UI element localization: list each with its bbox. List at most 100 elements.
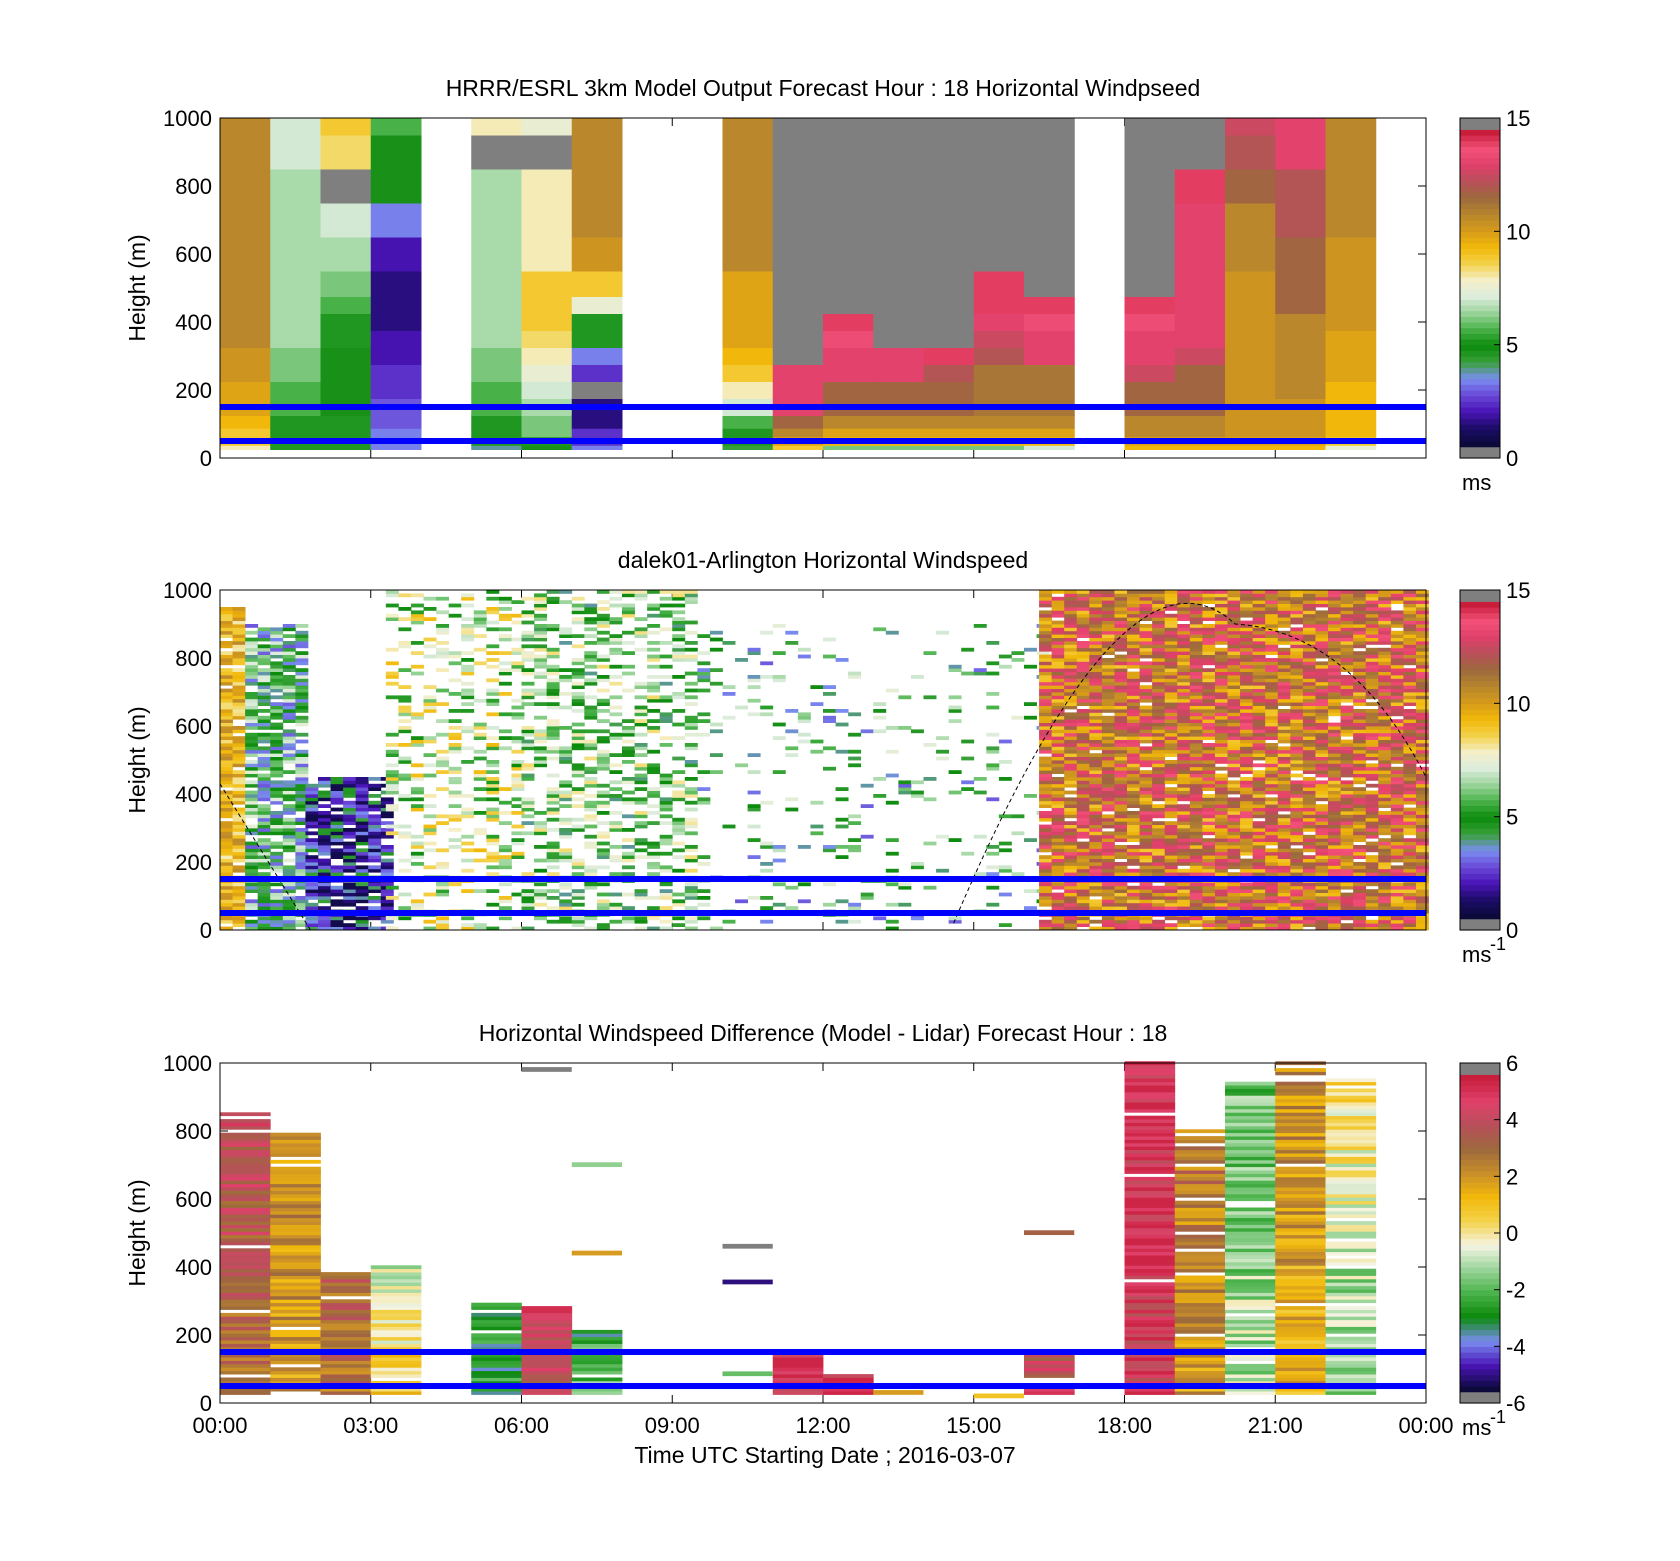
heatmap-cell: [1265, 834, 1279, 839]
heatmap-cell: [1174, 135, 1226, 170]
heatmap-cell: [1189, 834, 1203, 839]
heatmap-cell: [1252, 596, 1266, 601]
heatmap-cell: [609, 637, 623, 642]
heatmap-cell: [1089, 698, 1103, 703]
heatmap-cell: [486, 651, 500, 655]
heatmap-cell: [1139, 600, 1153, 604]
heatmap-cell: [423, 698, 437, 703]
heatmap-cell: [672, 783, 686, 788]
heatmap-cell: [1101, 868, 1115, 873]
heatmap-cell: [436, 610, 450, 615]
heatmap-cell: [245, 719, 259, 723]
heatmap-cell: [423, 685, 437, 689]
heatmap-cell: [546, 671, 560, 676]
heatmap-cell: [1290, 685, 1304, 689]
heatmap-cell: [1076, 919, 1090, 924]
heatmap-cell: [1152, 821, 1166, 825]
heatmap-cell: [1315, 647, 1329, 652]
heatmap-cell: [1011, 831, 1025, 836]
heatmap-cell: [1227, 848, 1241, 853]
heatmap-cell: [1225, 135, 1276, 170]
heatmap-cell: [257, 851, 271, 856]
heatmap-cell: [1039, 681, 1053, 686]
heatmap-cell: [317, 916, 331, 921]
heatmap-cell: [1152, 807, 1166, 812]
heatmap-cell: [305, 811, 319, 815]
heatmap-cell: [1076, 702, 1090, 706]
heatmap-cell: [245, 807, 259, 812]
heatmap-cell: [232, 726, 246, 730]
heatmap-cell: [232, 855, 246, 859]
heatmap-cell: [1202, 848, 1216, 853]
heatmap-cell: [498, 712, 512, 717]
heatmap-cell: [1024, 330, 1075, 348]
heatmap-cell: [1152, 627, 1166, 632]
heatmap-cell: [1277, 732, 1291, 737]
heatmap-cell: [436, 889, 450, 893]
heatmap-cell: [684, 671, 698, 676]
heatmap-cell: [486, 743, 500, 747]
heatmap-cell: [380, 872, 394, 876]
heatmap-cell: [220, 766, 233, 771]
heatmap-cell: [1051, 899, 1065, 904]
heatmap-cell: [1127, 787, 1140, 791]
heatmap-cell: [355, 916, 369, 921]
heatmap-cell: [1139, 824, 1153, 829]
heatmap-cell: [220, 872, 233, 876]
heatmap-cell: [1076, 624, 1090, 628]
heatmap-cell: [835, 749, 849, 754]
heatmap-cell: [511, 651, 525, 655]
heatmap-cell: [320, 118, 372, 136]
heatmap-cell: [634, 841, 648, 846]
heatmap-cell: [1139, 685, 1153, 689]
heatmap-cell: [1064, 824, 1078, 829]
heatmap-cell: [1051, 828, 1065, 832]
heatmap-cell: [1076, 773, 1090, 778]
heatmap-cell: [1252, 919, 1266, 924]
heatmap-cell: [910, 780, 924, 785]
heatmap-cell: [295, 698, 309, 703]
heatmap-cell: [647, 590, 661, 594]
heatmap-cell: [1101, 647, 1115, 652]
heatmap-cell: [1277, 620, 1291, 625]
heatmap-cell: [282, 923, 296, 927]
heatmap-cell: [1164, 736, 1178, 740]
heatmap-cell: [1340, 739, 1354, 744]
heatmap-cell: [1275, 203, 1326, 238]
heatmap-cell: [1302, 590, 1316, 594]
heatmap-cell: [282, 868, 296, 873]
heatmap-cell: [1227, 627, 1241, 632]
heatmap-cell: [1302, 654, 1316, 659]
heatmap-cell: [1340, 726, 1354, 730]
heatmap-cell: [1114, 902, 1128, 907]
heatmap-cell: [1139, 637, 1153, 642]
heatmap-cell: [1315, 794, 1329, 798]
heatmap-cell: [1039, 923, 1053, 927]
heatmap-cell: [534, 821, 548, 825]
heatmap-cell: [1290, 736, 1304, 740]
heatmap-cell: [1214, 651, 1228, 655]
heatmap-cell: [1328, 630, 1341, 635]
heatmap-cell: [873, 364, 924, 382]
heatmap-cell: [1202, 760, 1216, 764]
heatmap-cell: [1340, 896, 1354, 900]
heatmap-cell: [1315, 692, 1329, 696]
heatmap-cell: [448, 732, 462, 737]
heatmap-cell: [760, 661, 774, 666]
heatmap-cell: [1152, 892, 1166, 897]
heatmap-cell: [257, 885, 271, 890]
heatmap-cell: [672, 899, 686, 904]
heatmap-cell: [1202, 746, 1216, 751]
heatmap-cell: [1227, 834, 1241, 839]
heatmap-cell: [559, 705, 573, 710]
heatmap-cell: [885, 838, 899, 842]
heatmap-cell: [257, 753, 271, 757]
heatmap-cell: [385, 780, 399, 785]
heatmap-cell: [295, 777, 309, 781]
heatmap-cell: [1114, 882, 1128, 887]
heatmap-cell: [584, 634, 598, 638]
heatmap-cell: [368, 885, 382, 890]
heatmap-cell: [1340, 865, 1354, 870]
heatmap-cell: [423, 865, 437, 870]
colorbar-cell: [1460, 123, 1500, 130]
